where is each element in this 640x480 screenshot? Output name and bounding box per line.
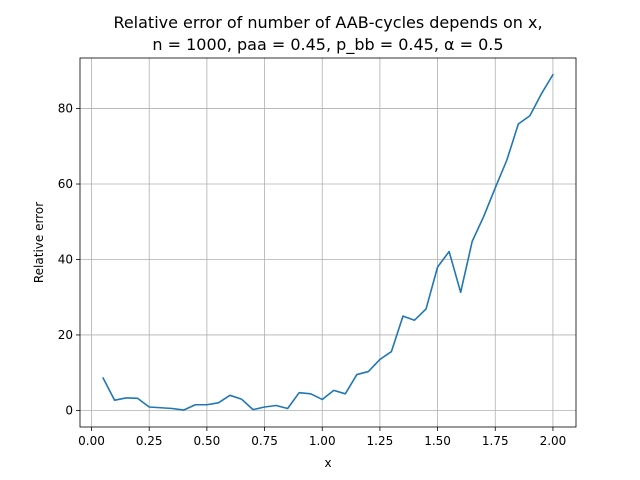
x-tick-label: 2.00 bbox=[540, 434, 567, 448]
x-axis-label: x bbox=[324, 456, 331, 470]
y-axis-label: Relative error bbox=[32, 202, 46, 283]
y-tick-label: 60 bbox=[58, 177, 73, 191]
x-tick-label: 1.25 bbox=[367, 434, 394, 448]
chart-title-line-2: n = 1000, paa = 0.45, p_bb = 0.45, α = 0… bbox=[152, 35, 503, 55]
x-tick-label: 0.50 bbox=[194, 434, 221, 448]
plot-frame bbox=[79, 57, 577, 428]
x-tick-label: 1.00 bbox=[309, 434, 336, 448]
tick-labels: 0.00 0.25 0.50 0.75 1.00 1.25 1.50 1.75 2.00 0 20 4… bbox=[58, 102, 567, 448]
x-tick-label: 0.00 bbox=[78, 434, 105, 448]
y-tick-label: 20 bbox=[58, 328, 73, 342]
x-tick-label: 0.25 bbox=[136, 434, 163, 448]
y-tick-label: 0 bbox=[65, 403, 73, 417]
chart-title-line-1: Relative error of number of AAB-cycles d… bbox=[113, 13, 542, 32]
y-tick-label: 80 bbox=[58, 102, 73, 116]
series-line bbox=[102, 73, 554, 411]
x-tick-label: 0.75 bbox=[251, 434, 278, 448]
x-tick-label: 1.50 bbox=[424, 434, 451, 448]
axis-ticks bbox=[76, 108, 554, 431]
grid-lines bbox=[80, 58, 576, 427]
x-tick-label: 1.75 bbox=[482, 434, 509, 448]
y-tick-label: 40 bbox=[58, 252, 73, 266]
series-layer bbox=[102, 73, 554, 411]
